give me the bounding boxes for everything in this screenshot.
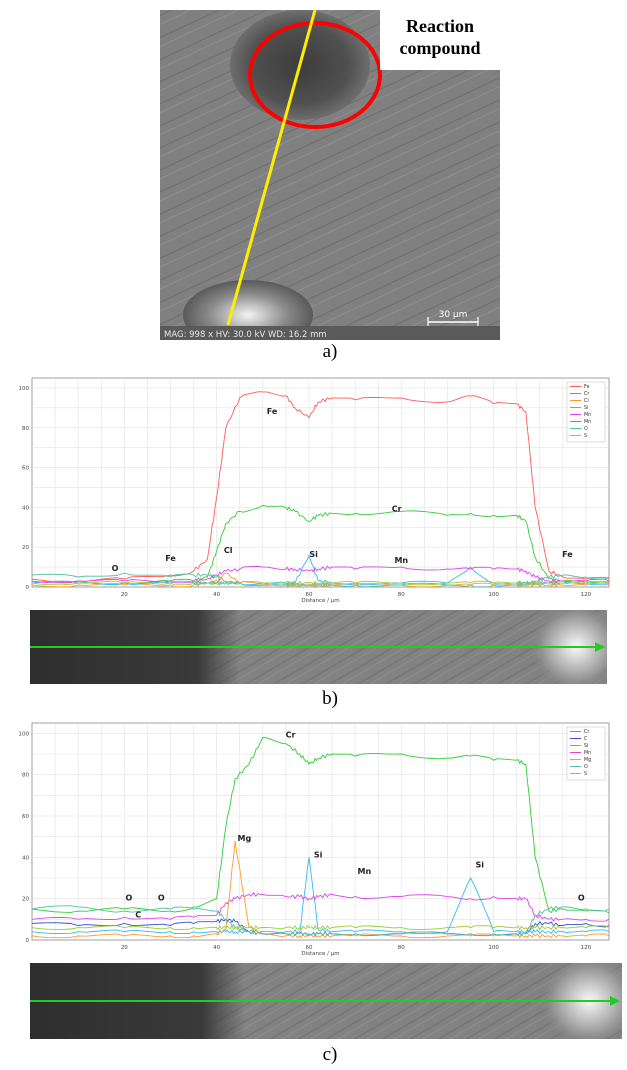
annotation-label: O <box>112 564 119 573</box>
x-tick-label: 40 <box>213 945 220 951</box>
legend-entry: O <box>584 426 588 432</box>
annotation-label: Si <box>475 861 484 870</box>
y-tick-label: 20 <box>22 897 29 903</box>
annotation-label: Si <box>314 850 323 859</box>
x-tick-label: 40 <box>213 592 220 598</box>
series-line-mn <box>31 891 610 923</box>
scan-arrow-b <box>595 642 605 652</box>
annotation-label: O <box>578 894 585 903</box>
legend-entry: Si <box>584 743 588 749</box>
chart-c-svg: 20 40 60 80 100 120 0 20 40 60 80 100 Distance / µm O… <box>19 722 610 957</box>
series-line-mg <box>31 840 610 939</box>
legend-entry: C <box>584 736 588 742</box>
x-tick-label: 120 <box>581 592 592 598</box>
plot-area <box>31 722 610 941</box>
annotation-label: Fe <box>562 550 573 559</box>
series-line-mn <box>31 565 610 584</box>
y-tick-label: 0 <box>26 938 30 944</box>
scan-strip-c-image <box>30 963 622 1039</box>
series-line-fe <box>31 391 610 583</box>
red-circle-marker <box>248 21 382 129</box>
annotation-label: Cr <box>392 504 402 513</box>
info-bar-text: MAG: 998 x HV: 30.0 kV WD: 16.2 mm <box>164 330 327 340</box>
plot-area <box>31 377 610 588</box>
x-axis-label: Distance / µm <box>301 598 339 604</box>
legend-entry: Mg <box>584 757 591 763</box>
x-tick-label: 20 <box>121 945 128 951</box>
legend-entry: S <box>584 771 587 777</box>
y-tick-label: 40 <box>22 855 29 861</box>
series-line-si <box>31 857 610 935</box>
sem-image-a: MAG: 998 x HV: 30.0 kV WD: 16.2 mm 30 µm… <box>160 9 500 350</box>
legend-entry: Cr <box>584 391 589 397</box>
annotation-label: Si <box>309 550 318 559</box>
annotation-label: Mg <box>237 834 251 843</box>
x-tick-label: 20 <box>121 592 128 598</box>
legend-entry: Mn <box>584 750 591 756</box>
legend-entry: S <box>584 433 587 439</box>
legend-entry: Mn <box>584 419 591 425</box>
series-line-o <box>31 905 610 937</box>
annotation-label: Fe <box>165 554 176 563</box>
y-tick-label: 60 <box>22 466 29 472</box>
caption-b: b) <box>322 688 338 709</box>
legend-entry: Cr <box>584 729 589 735</box>
annotation-label: Mn <box>394 556 408 565</box>
legend-entry: Mn <box>584 412 591 418</box>
x-tick-label: 100 <box>488 592 499 598</box>
legend-box <box>566 381 606 443</box>
x-tick-label: 80 <box>398 592 405 598</box>
line-scan-chart-c: 20 40 60 80 100 120 0 20 40 60 80 100 Distance / µm O… <box>10 715 617 960</box>
reaction-compound-label: Reaction compound <box>380 10 500 70</box>
x-tick-label: 60 <box>305 592 312 598</box>
series-line-s <box>31 580 610 586</box>
yellow-scan-path <box>226 9 317 326</box>
y-tick-label: 20 <box>22 545 29 551</box>
series-line-cr <box>31 504 610 586</box>
legend-entry: Cl <box>584 398 589 404</box>
x-tick-label: 60 <box>305 945 312 951</box>
info-bar <box>160 326 500 340</box>
caption-a: a) <box>322 341 338 362</box>
y-tick-label: 80 <box>22 426 29 432</box>
y-tick-label: 100 <box>19 731 30 737</box>
annotation-label: Cl <box>224 546 233 555</box>
x-axis-label: Distance / µm <box>301 951 339 957</box>
scan-strip-b-image <box>30 610 607 684</box>
legend-entry: Si <box>584 405 588 411</box>
annotation-label: Mn <box>358 867 372 876</box>
y-tick-label: 40 <box>22 505 29 511</box>
scale-label: 30 µm <box>439 310 468 320</box>
caption-c: c) <box>322 1044 338 1065</box>
annotation-label: Fe <box>267 407 278 416</box>
x-tick-label: 80 <box>398 945 405 951</box>
scan-strip-c <box>30 963 622 1039</box>
y-tick-label: 60 <box>22 814 29 820</box>
y-tick-label: 0 <box>26 585 30 591</box>
label-line-2: compound <box>399 38 481 58</box>
scan-arrow-c <box>610 996 620 1006</box>
series-line-o <box>31 572 610 588</box>
annotation-label: C <box>135 910 141 919</box>
annotation-label: Cr <box>286 730 296 739</box>
x-tick-label: 100 <box>488 945 499 951</box>
annotation-label: O <box>126 894 133 903</box>
annotation-label: O <box>158 894 165 903</box>
series-line-cr <box>31 737 610 914</box>
y-tick-label: 80 <box>22 773 29 779</box>
line-scan-chart-b: 20 40 60 80 100 120 0 20 40 60 80 100 Distance / µm O… <box>10 370 617 607</box>
y-tick-label: 100 <box>19 386 30 392</box>
legend-entry: Fe <box>584 384 589 390</box>
x-tick-label: 120 <box>581 945 592 951</box>
scan-strip-b <box>30 610 607 684</box>
chart-b-svg: 20 40 60 80 100 120 0 20 40 60 80 100 Distance / µm O… <box>19 377 610 604</box>
legend-entry: O <box>584 764 588 770</box>
label-line-1: Reaction <box>406 16 474 36</box>
legend-box <box>566 726 606 781</box>
series-line-s <box>31 924 610 931</box>
